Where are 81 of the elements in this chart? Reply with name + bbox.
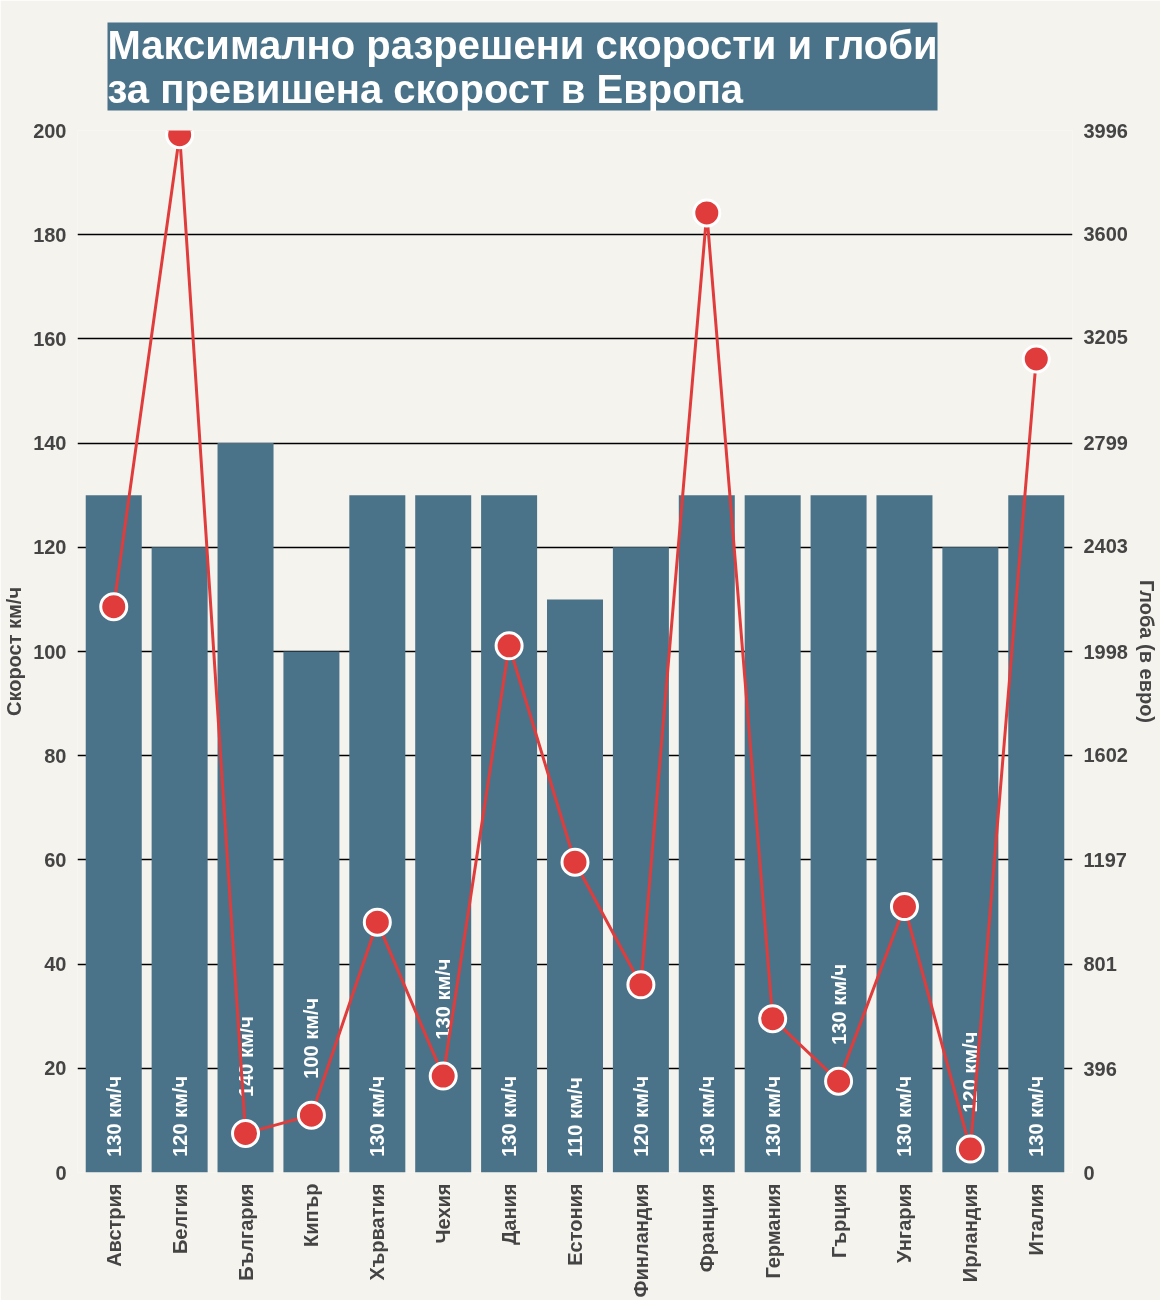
x-tick-label: Гърция bbox=[827, 1183, 850, 1258]
bar bbox=[678, 495, 735, 1173]
y2-tick-label: 2403 bbox=[1083, 534, 1128, 557]
y-tick-label: 60 bbox=[44, 848, 67, 871]
y-tick-label: 140 bbox=[33, 432, 67, 455]
y2-tick-label: 396 bbox=[1083, 1058, 1117, 1081]
point bbox=[560, 847, 590, 877]
y-tick-label: 100 bbox=[33, 640, 67, 663]
bar bbox=[942, 547, 999, 1173]
x-tick-label: Естония bbox=[564, 1183, 586, 1266]
point bbox=[692, 198, 722, 228]
data-label: 120 км/ч bbox=[629, 1075, 652, 1157]
data-label: 130 км/ч bbox=[366, 1075, 389, 1157]
x-tick-label: България bbox=[234, 1183, 257, 1281]
x-tick-label: Финландия bbox=[629, 1183, 652, 1298]
bar bbox=[415, 495, 472, 1173]
y-tick-label: 0 bbox=[55, 1161, 67, 1184]
x-tick-label: Чехия bbox=[432, 1183, 455, 1244]
data-label: 110 км/ч bbox=[564, 1077, 586, 1157]
y2-tick-label: 1998 bbox=[1083, 640, 1128, 663]
point bbox=[99, 592, 129, 622]
data-label: 130 км/ч bbox=[827, 963, 850, 1045]
bar bbox=[1008, 495, 1065, 1173]
point bbox=[494, 631, 524, 661]
bar bbox=[744, 495, 801, 1173]
y2-tick-label: 0 bbox=[1083, 1161, 1095, 1184]
bar bbox=[481, 495, 538, 1173]
data-label: 130 км/ч bbox=[761, 1075, 784, 1157]
data-label: 130 км/ч bbox=[498, 1075, 521, 1157]
y-tick-label: 200 bbox=[33, 119, 67, 142]
y2-tick-label: 3600 bbox=[1083, 222, 1128, 245]
data-label: 120 км/ч bbox=[168, 1075, 191, 1157]
point bbox=[296, 1100, 326, 1130]
bar bbox=[217, 443, 274, 1173]
y-tick-label: 40 bbox=[44, 953, 67, 976]
point bbox=[362, 907, 392, 937]
y-tick-label: 120 bbox=[33, 536, 67, 559]
y2-axis-title: Глоба (в евро) bbox=[1135, 579, 1158, 724]
data-label: 130 км/ч bbox=[1025, 1075, 1048, 1157]
chart-title: Максимално разрешени скорости и глоби за превишена скорост в Европа bbox=[107, 22, 938, 111]
y-tick-label: 80 bbox=[44, 744, 67, 767]
point bbox=[955, 1134, 985, 1164]
bar bbox=[612, 547, 669, 1173]
bar bbox=[876, 495, 933, 1173]
y2-tick-label: 3996 bbox=[1083, 119, 1128, 142]
x-tick-label: Хърватия bbox=[366, 1183, 389, 1281]
point bbox=[428, 1061, 458, 1091]
data-label: 130 км/ч bbox=[102, 1075, 125, 1157]
point bbox=[626, 970, 656, 1000]
y2-tick-label: 801 bbox=[1083, 952, 1117, 975]
point bbox=[1021, 344, 1051, 374]
data-label: 130 км/ч bbox=[695, 1075, 718, 1157]
point bbox=[231, 1118, 261, 1148]
y2-tick-label: 3205 bbox=[1083, 325, 1128, 348]
y-axis-title: Скорост км/ч bbox=[3, 586, 26, 717]
bar bbox=[151, 547, 208, 1173]
y2-tick-label: 2799 bbox=[1083, 431, 1128, 454]
x-tick-label: Франция bbox=[695, 1183, 718, 1273]
bar bbox=[547, 599, 603, 1173]
x-tick-label: Дания bbox=[498, 1183, 521, 1245]
y2-tick-label: 1197 bbox=[1083, 849, 1127, 872]
x-tick-label: Германия bbox=[761, 1183, 784, 1279]
x-tick-label: Италия bbox=[1025, 1183, 1048, 1256]
point bbox=[889, 892, 919, 921]
bar bbox=[85, 495, 142, 1173]
x-tick-label: Австрия bbox=[102, 1183, 125, 1267]
x-tick-label: Ирландия bbox=[959, 1183, 982, 1283]
bar bbox=[283, 651, 340, 1173]
data-label: 100 км/ч bbox=[300, 997, 323, 1079]
point bbox=[758, 1004, 788, 1034]
y2-tick-label: 1602 bbox=[1083, 743, 1128, 766]
y-tick-label: 160 bbox=[33, 327, 67, 350]
point bbox=[824, 1066, 854, 1096]
y-tick-label: 180 bbox=[33, 223, 67, 246]
x-tick-label: Унгария bbox=[893, 1183, 916, 1263]
data-label: 130 км/ч bbox=[893, 1075, 916, 1157]
bar bbox=[349, 495, 406, 1173]
x-tick-label: Кипър bbox=[300, 1183, 323, 1247]
y-tick-label: 20 bbox=[44, 1057, 67, 1080]
x-tick-label: Белгия bbox=[168, 1183, 191, 1254]
bar bbox=[810, 495, 867, 1173]
